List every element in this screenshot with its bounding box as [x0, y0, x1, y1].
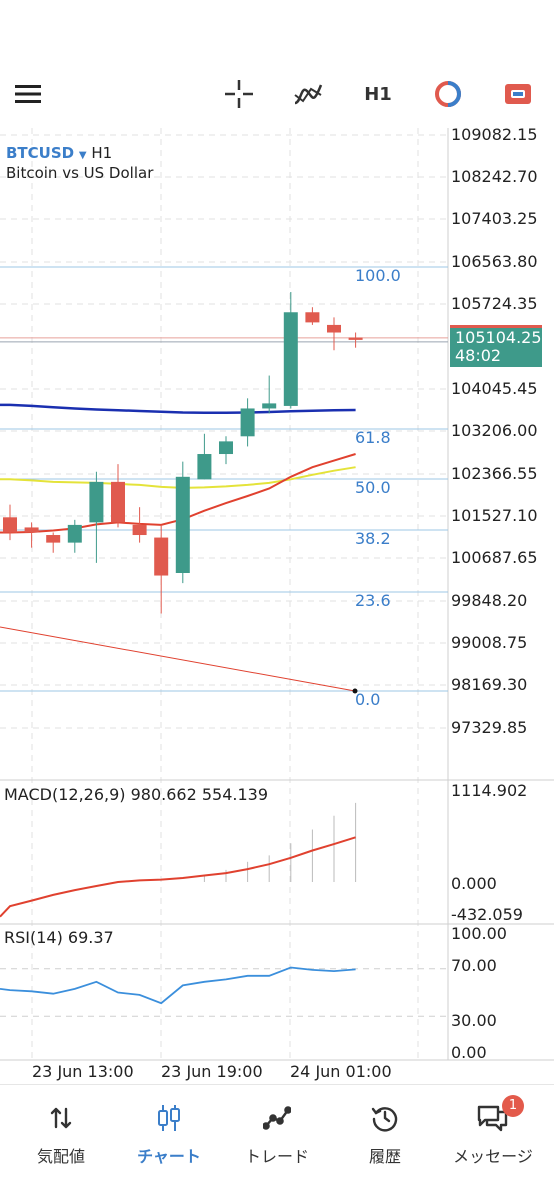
candle-body: [111, 481, 125, 523]
fibonacci-level-label: 38.2: [355, 529, 391, 548]
price-axis-label: 98169.30: [451, 675, 528, 694]
candle-body: [132, 524, 147, 536]
macd-label: MACD(12,26,9) 980.662 554.139: [4, 785, 269, 804]
rsi-axis-100: 100.00: [451, 924, 507, 943]
hamburger-menu-icon[interactable]: [8, 74, 48, 114]
candle-body: [262, 403, 277, 409]
trendline: [0, 626, 356, 692]
bar-countdown: 48:02: [455, 346, 502, 365]
nav-label: チャート: [137, 1147, 201, 1166]
macd-axis-min: -432.059: [451, 905, 523, 924]
candle-body: [154, 537, 169, 576]
nav-trade[interactable]: トレード: [222, 1085, 332, 1175]
price-axis-label: 102366.55: [451, 464, 538, 483]
chart-candles-icon: [156, 1103, 182, 1133]
objects-icon[interactable]: [428, 74, 468, 114]
moving-average-slow: [0, 403, 356, 415]
chart-canvas[interactable]: [0, 128, 554, 1084]
time-label: 23 Jun 13:00: [32, 1062, 134, 1081]
macd-signal-line: [0, 836, 356, 918]
nav-label: メッセージ: [453, 1147, 533, 1166]
time-label: 24 Jun 01:00: [290, 1062, 392, 1081]
candle-body: [283, 312, 298, 406]
current-price: 105104.25: [455, 328, 542, 347]
timeframe-label: H1: [364, 83, 392, 105]
trade-line-icon: [263, 1103, 291, 1133]
candle-body: [305, 312, 320, 323]
rsi-label: RSI(14) 69.37: [4, 928, 114, 947]
candle-body: [240, 408, 255, 437]
bottom-navigation: 気配値 チャート トレード 履歴 1 メッセージ: [0, 1084, 554, 1200]
macd-axis-max: 1114.902: [451, 781, 528, 800]
candle-body: [46, 535, 61, 543]
current-price-badge: 105104.25 48:02: [450, 325, 542, 367]
nav-quotes[interactable]: 気配値: [6, 1085, 116, 1175]
fibonacci-level-label: 61.8: [355, 428, 391, 447]
fibonacci-level-label: 100.0: [355, 266, 401, 285]
price-axis-label: 97329.85: [451, 718, 528, 737]
nav-history[interactable]: 履歴: [330, 1085, 440, 1175]
chart-toolbar: H1: [0, 60, 554, 128]
price-axis-label: 104045.45: [451, 379, 538, 398]
rsi-line: [0, 966, 356, 1005]
caret-down-icon: ▼: [78, 150, 87, 161]
price-axis-label: 105724.35: [451, 294, 538, 313]
price-axis-label: 99008.75: [451, 633, 528, 652]
price-axis-label: 99848.20: [451, 591, 528, 610]
candle-body: [197, 454, 212, 480]
price-axis-label: 101527.10: [451, 506, 538, 525]
fibonacci-level-label: 23.6: [355, 591, 391, 610]
price-axis-label: 103206.00: [451, 421, 538, 440]
symbol-timeframe: H1: [91, 144, 113, 162]
nav-chart[interactable]: チャート: [114, 1085, 224, 1175]
candle-body: [327, 324, 341, 333]
candle-body: [24, 527, 39, 533]
chart-area[interactable]: [0, 128, 554, 1084]
symbol-header[interactable]: BTCUSD ▼ H1: [6, 146, 112, 161]
candle-body: [3, 517, 17, 533]
trade-icon[interactable]: [498, 74, 538, 114]
nav-messages[interactable]: 1 メッセージ: [438, 1085, 548, 1175]
notification-badge: 1: [502, 1095, 524, 1117]
price-axis-label: 100687.65: [451, 548, 538, 567]
candle-body: [175, 476, 190, 574]
fibonacci-level-label: 50.0: [355, 478, 391, 497]
nav-label: トレード: [244, 1147, 309, 1166]
messages-icon: 1: [476, 1095, 524, 1133]
history-clock-icon: [371, 1103, 399, 1133]
candle-body: [348, 337, 363, 340]
crosshair-icon[interactable]: [219, 74, 259, 114]
time-label: 23 Jun 19:00: [161, 1062, 263, 1081]
nav-label: 履歴: [368, 1147, 401, 1166]
trendline-anchor: [352, 688, 358, 694]
moving-average-mid: [0, 466, 356, 489]
moving-average-fast: [0, 453, 356, 534]
price-axis-label: 109082.15: [451, 125, 538, 144]
price-axis-label: 107403.25: [451, 209, 538, 228]
rsi-axis-30: 30.00: [451, 1011, 497, 1030]
nav-label: 気配値: [36, 1147, 85, 1166]
rsi-axis-70: 70.00: [451, 956, 497, 975]
quotes-arrows-icon: [49, 1103, 73, 1133]
candle-body: [67, 524, 82, 543]
timeframe-button[interactable]: H1: [358, 74, 398, 114]
rsi-axis-0: 0.00: [451, 1043, 487, 1062]
price-axis-label: 106563.80: [451, 252, 538, 271]
candle-body: [219, 441, 233, 455]
fibonacci-level-label: 0.0: [355, 690, 381, 709]
symbol-description: Bitcoin vs US Dollar: [6, 164, 154, 182]
candle-body: [89, 481, 104, 523]
indicators-icon[interactable]: [288, 74, 328, 114]
macd-axis-zero: 0.000: [451, 874, 497, 893]
price-axis-label: 108242.70: [451, 167, 538, 186]
symbol-name: BTCUSD: [6, 144, 75, 162]
